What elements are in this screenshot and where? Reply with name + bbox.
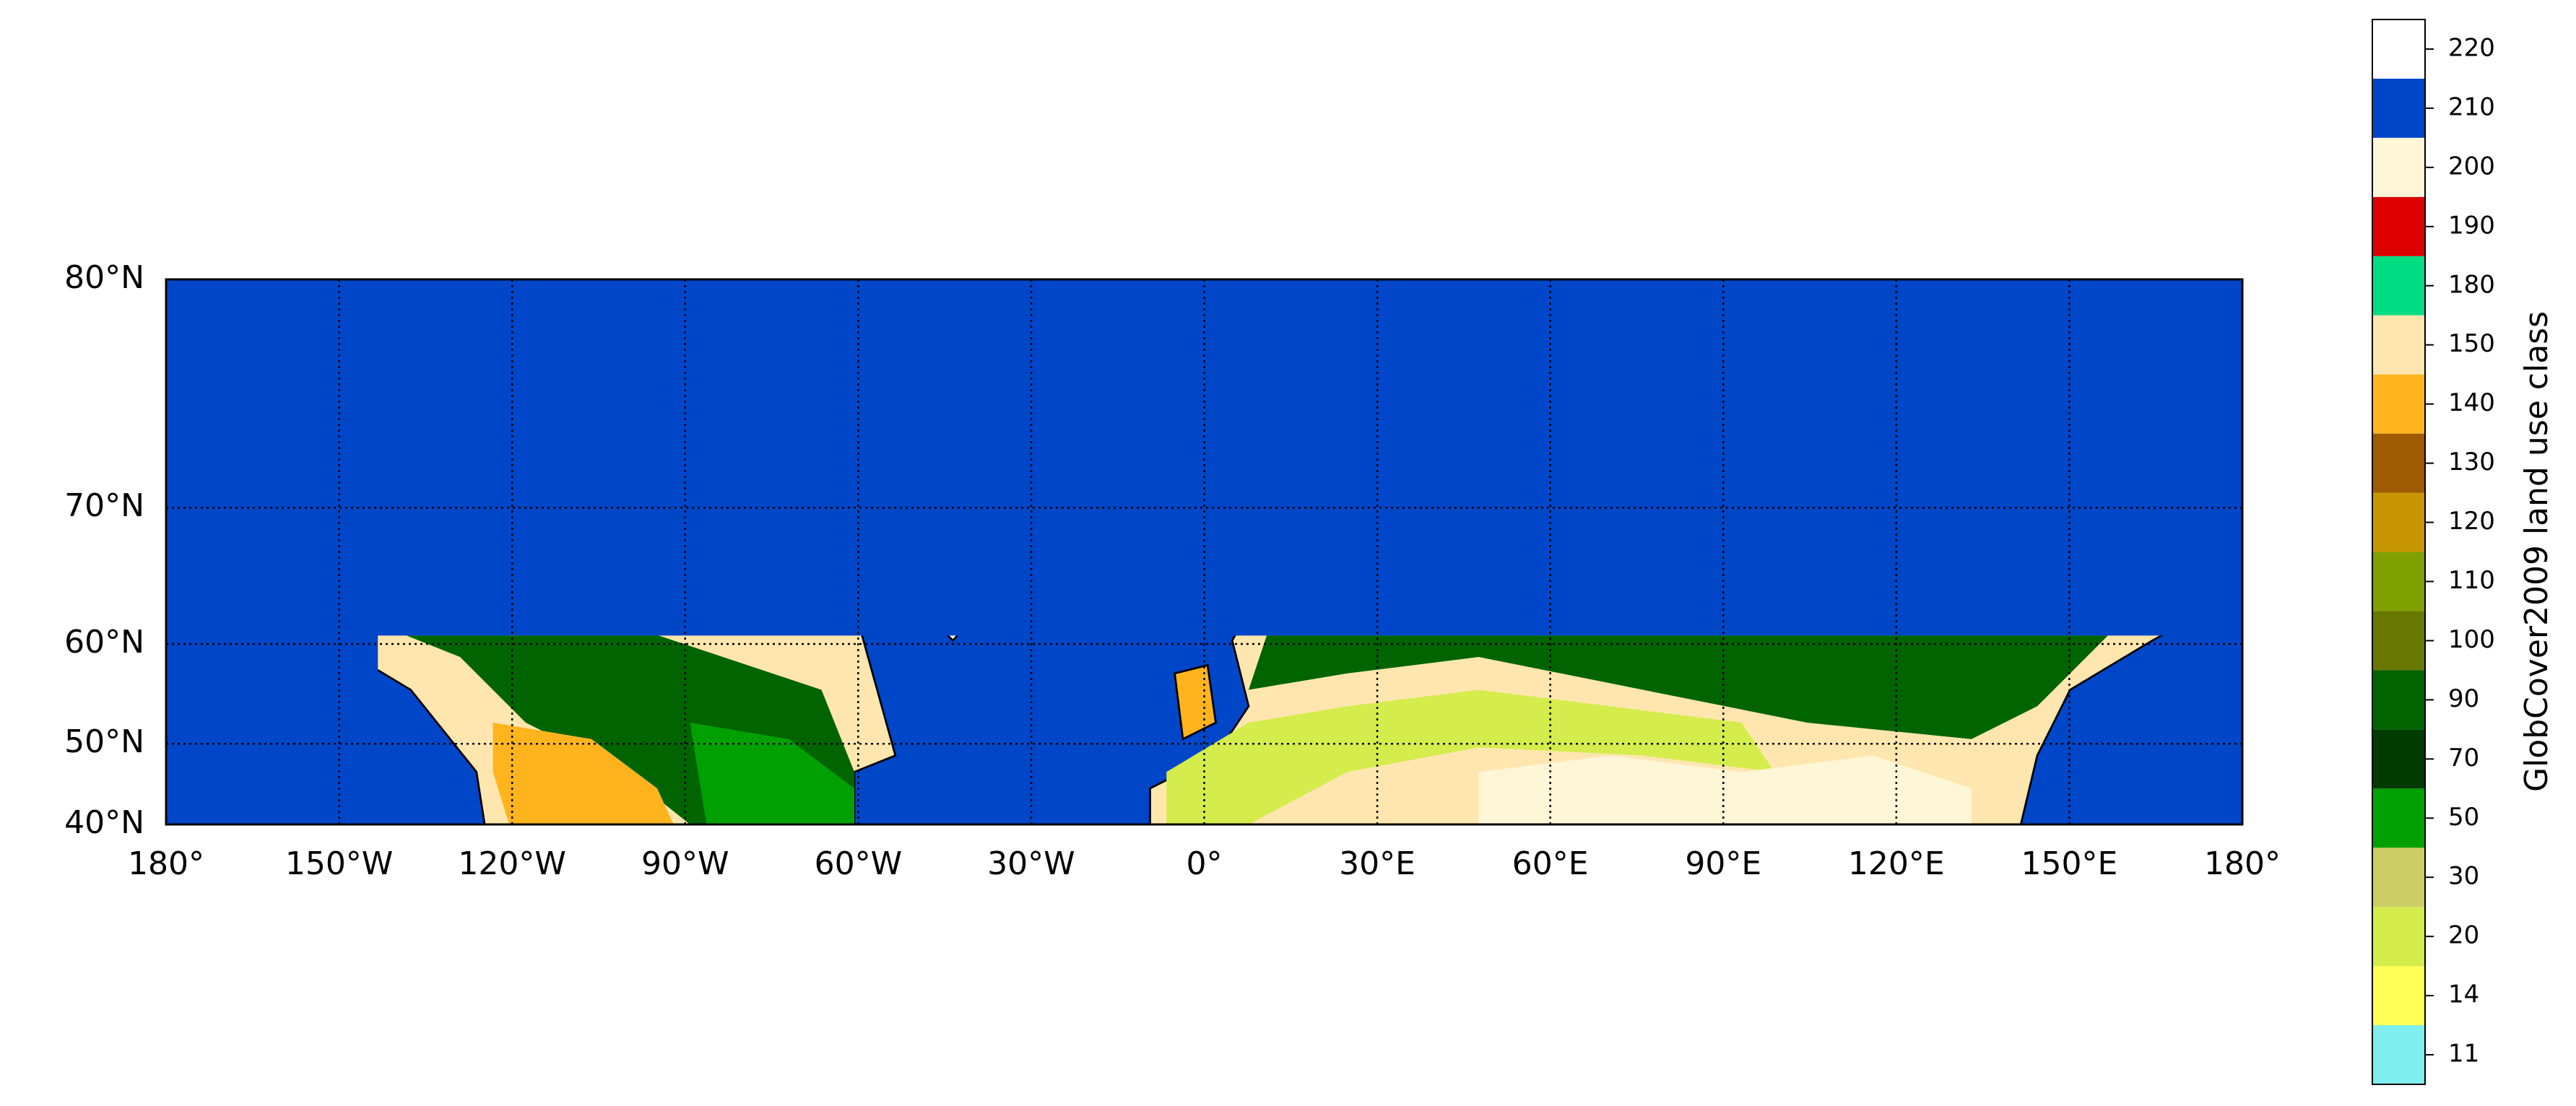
colorbar-tick-label: 90 xyxy=(2448,684,2479,713)
colorbar-swatch xyxy=(2372,256,2425,315)
colorbar-tick-label: 190 xyxy=(2448,211,2495,240)
x-tick-label: 120°W xyxy=(458,845,566,882)
x-tick-label: 30°W xyxy=(987,845,1075,882)
colorbar-swatch xyxy=(2372,552,2425,611)
colorbar-swatch xyxy=(2372,196,2425,256)
x-tick-label: 180° xyxy=(2204,845,2281,882)
map-frame xyxy=(165,278,2244,826)
colorbar-tick-label: 220 xyxy=(2448,33,2495,62)
colorbar-tick-label: 120 xyxy=(2448,507,2495,536)
y-tick-label: 60°N xyxy=(64,624,144,661)
colorbar-tick-label: 130 xyxy=(2448,448,2495,476)
colorbar-frame xyxy=(2372,19,2426,1085)
colorbar-swatch xyxy=(2372,670,2425,730)
colorbar-tick-label: 70 xyxy=(2448,744,2479,772)
x-tick-label: 90°E xyxy=(1685,845,1761,882)
x-tick-label: 0° xyxy=(1187,845,1223,882)
colorbar-tick-label: 11 xyxy=(2448,1040,2479,1068)
x-tick-label: 90°W xyxy=(641,845,729,882)
colorbar-swatch xyxy=(2372,848,2425,907)
colorbar-swatch xyxy=(2372,374,2425,434)
colorbar-tick-label: 30 xyxy=(2448,862,2479,891)
colorbar-tick-label: 180 xyxy=(2448,270,2495,299)
colorbar-tick-label: 100 xyxy=(2448,625,2495,654)
colorbar-tick-label: 210 xyxy=(2448,92,2495,121)
x-tick-label: 150°W xyxy=(285,845,394,882)
colorbar-tick-label: 50 xyxy=(2448,803,2479,832)
colorbar-swatch xyxy=(2372,611,2425,671)
colorbar-swatch xyxy=(2372,729,2425,789)
colorbar-swatch xyxy=(2372,907,2425,967)
y-tick-label: 80°N xyxy=(64,259,144,296)
x-tick-label: 180° xyxy=(128,845,204,882)
colorbar-tick-label: 150 xyxy=(2448,329,2495,358)
colorbar-swatch xyxy=(2372,966,2425,1026)
colorbar-swatch xyxy=(2372,19,2425,79)
x-tick-label: 30°E xyxy=(1339,845,1415,882)
colorbar-tick-label: 200 xyxy=(2448,152,2495,180)
colorbar-tick-label: 140 xyxy=(2448,388,2495,417)
colorbar-tick-label: 14 xyxy=(2448,980,2479,1009)
colorbar-swatch xyxy=(2372,433,2425,493)
colorbar-swatch xyxy=(2372,788,2425,848)
colorbar-swatch xyxy=(2372,78,2425,138)
y-tick-label: 40°N xyxy=(64,804,144,841)
y-tick-label: 70°N xyxy=(64,487,144,524)
x-tick-label: 150°E xyxy=(2021,845,2118,882)
colorbar-swatch xyxy=(2372,315,2425,375)
colorbar-tick-label: 20 xyxy=(2448,921,2479,950)
land xyxy=(378,635,2164,826)
colorbar-label: GlobCover2009 land use class xyxy=(2518,311,2555,792)
x-tick-label: 120°E xyxy=(1848,845,1945,882)
colorbar-tick-label: 110 xyxy=(2448,566,2495,595)
y-tick-label: 50°N xyxy=(64,723,144,760)
colorbar-swatch xyxy=(2372,1025,2425,1084)
x-tick-label: 60°E xyxy=(1512,845,1589,882)
colorbar-swatch xyxy=(2372,137,2425,197)
x-tick-label: 60°W xyxy=(815,845,903,882)
colorbar-swatch xyxy=(2372,492,2425,552)
